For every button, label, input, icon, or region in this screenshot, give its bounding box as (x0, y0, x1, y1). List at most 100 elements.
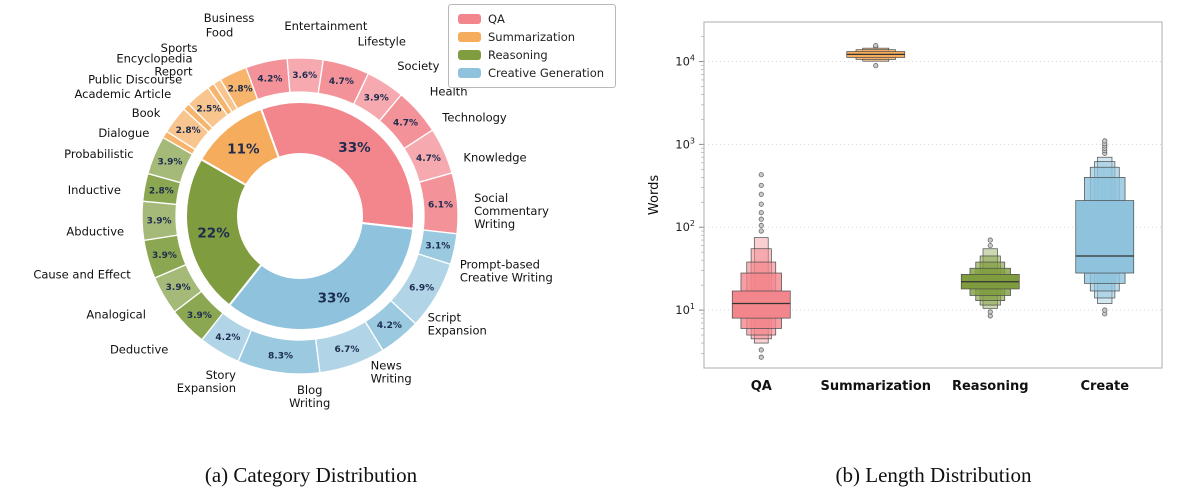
sunburst-percent-label: 4.2% (257, 74, 282, 84)
y-tick-label: 101 (675, 302, 695, 317)
sunburst-subcategory-label: News Writing (371, 358, 412, 385)
sunburst-subcategory-label: Story Expansion (177, 368, 236, 395)
outlier-dot (1102, 138, 1108, 144)
sunburst-percent-label: 4.2% (215, 333, 240, 343)
sunburst-subcategory-label: Sports (161, 41, 198, 55)
sunburst-percent-label: 8.3% (268, 352, 293, 362)
sunburst-percent-label: 2.8% (149, 186, 174, 196)
sunburst-percent-label: 2.8% (176, 126, 201, 136)
x-category-label: Create (1080, 379, 1129, 394)
legend-label: Summarization (488, 30, 576, 44)
sunburst-subcategory-label: Academic Article (74, 87, 171, 101)
sunburst-subcategory-label: Inductive (68, 183, 121, 197)
legend-item: QA (458, 12, 604, 26)
sunburst-subcategory-label: Book (132, 106, 161, 120)
sunburst-percent-label: 4.7% (329, 77, 354, 87)
sunburst-percent-label: 6.9% (409, 283, 434, 293)
outlier-dot (758, 216, 764, 222)
sunburst-subcategory-label: Script Expansion (428, 311, 487, 338)
legend-item: Summarization (458, 30, 604, 44)
x-category-label: QA (751, 379, 772, 394)
outlier-dot (758, 182, 764, 188)
sunburst-chart: 4.2% Business 3.6% Entertainment 4.7% Lifesty… (33, 11, 553, 410)
boxen-box (731, 290, 791, 319)
legend-label: Reasoning (488, 48, 548, 62)
outlier-dot (758, 347, 764, 353)
legend-item: Reasoning (458, 48, 604, 62)
legend-label: QA (488, 12, 505, 26)
outlier-dot (758, 210, 764, 216)
sunburst-subcategory-label: Society (397, 59, 439, 73)
panel-length-distribution: 101 102 103 104 Words QA Summarization Reasonin… (622, 0, 1199, 500)
sunburst-percent-label: 2.5% (196, 104, 221, 114)
panel-category-distribution: 4.2% Business 3.6% Entertainment 4.7% Lifesty… (33, 4, 617, 487)
legend: QA Summarization Reasoning Creative Generat… (448, 4, 617, 88)
sunburst-group-percent-label: 22% (197, 226, 230, 242)
sunburst-inner-arc (259, 101, 415, 230)
sunburst-subcategory-label: Technology (441, 110, 507, 124)
sunburst-percent-label: 4.2% (377, 321, 402, 331)
sunburst-inner-arc (185, 157, 263, 307)
sunburst-subcategory-label: Blog Writing (289, 383, 330, 410)
sunburst-subcategory-label: Probabilistic (64, 147, 134, 161)
sunburst-percent-label: 4.7% (416, 154, 441, 164)
sunburst-subcategory-label: Knowledge (463, 151, 526, 165)
sunburst-group-percent-label: 33% (318, 290, 351, 306)
axis-box (703, 21, 1163, 369)
outlier-dot (987, 243, 993, 249)
sunburst-percent-label: 3.9% (166, 283, 191, 293)
sunburst-percent-label: 3.9% (147, 216, 172, 226)
sunburst-subcategory-label: Cause and Effect (33, 267, 131, 281)
outlier-dot (987, 237, 993, 243)
sunburst-percent-label: 2.8% (228, 84, 253, 94)
y-tick-label: 103 (675, 136, 695, 151)
sunburst-inner-arc (199, 107, 281, 187)
boxen-box (1075, 200, 1135, 274)
sunburst-subcategory-label: Encyclopedia Report (116, 51, 193, 78)
y-axis-label: Words (647, 175, 662, 215)
outlier-dot (873, 63, 879, 69)
outlier-dot (758, 191, 764, 197)
sunburst-percent-label: 3.9% (152, 251, 177, 261)
sunburst-subcategory-label: Social Commentary Writing (474, 191, 549, 231)
outlier-dot (987, 309, 993, 315)
sunburst-subcategory-label: Deductive (110, 342, 168, 356)
legend-swatch (458, 50, 481, 60)
legend-swatch (458, 68, 481, 78)
x-category-label: Summarization (820, 379, 931, 394)
sunburst-percent-label: 3.1% (425, 242, 450, 252)
sunburst-percent-label: 6.1% (428, 201, 453, 211)
sunburst-subcategory-label: Prompt-based Creative Writing (460, 258, 553, 285)
y-tick-label: 102 (675, 219, 695, 234)
legend-item: Creative Generation (458, 66, 604, 80)
caption-left: (a) Category Distribution (204, 463, 418, 487)
sunburst-percent-label: 4.7% (393, 118, 418, 128)
sunburst-subcategory-label: Business (204, 11, 255, 25)
outlier-dot (758, 354, 764, 360)
boxen-chart: 101 102 103 104 Words QA Summarization Reasonin… (647, 21, 1163, 394)
sunburst-subcategory-label: Public Discourse (88, 73, 182, 87)
sunburst-group-percent-label: 11% (227, 142, 260, 158)
sunburst-subcategory-label: Dialogue (98, 126, 149, 140)
legend-swatch (458, 32, 481, 42)
outlier-dot (873, 42, 879, 49)
outlier-dot (758, 222, 764, 229)
sunburst-percent-label: 6.7% (334, 345, 359, 355)
sunburst-percent-label: 3.9% (157, 158, 182, 168)
sunburst-percent-label: 3.9% (364, 93, 389, 103)
caption-right: (b) Length Distribution (835, 463, 1032, 487)
sunburst-subcategory-label: Abductive (66, 224, 124, 238)
legend-label: Creative Generation (488, 66, 605, 80)
sunburst-subcategory-label: Entertainment (284, 19, 367, 33)
sunburst-outer-arc (219, 66, 259, 110)
x-category-label: Reasoning (952, 379, 1029, 394)
outlier-dot (1102, 307, 1108, 313)
legend-swatch (458, 14, 481, 24)
sunburst-percent-label: 3.6% (292, 71, 317, 81)
sunburst-group-percent-label: 33% (338, 140, 371, 156)
sunburst-percent-label: 3.9% (187, 311, 212, 321)
sunburst-inner-arc (227, 221, 415, 331)
outlier-dot (758, 172, 764, 178)
outlier-dot (758, 201, 764, 207)
